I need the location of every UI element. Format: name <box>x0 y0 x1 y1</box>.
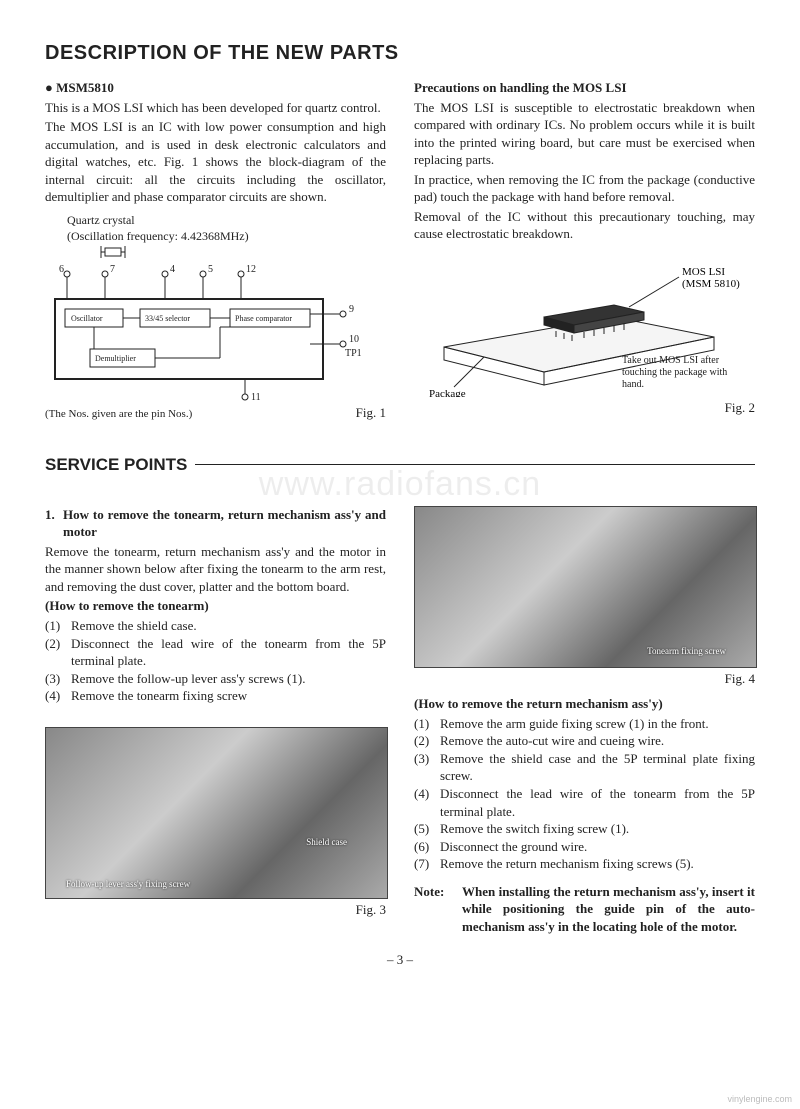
svg-text:5: 5 <box>208 264 213 275</box>
svg-text:(MSM 5810): (MSM 5810) <box>682 278 740 290</box>
svg-text:4: 4 <box>170 264 175 275</box>
fig2-diagram: MOS LSI (MSM 5810) Package Take out MOS … <box>414 257 755 417</box>
part-number: MSM5810 <box>56 80 114 95</box>
section-1: ● MSM5810 This is a MOS LSI which has be… <box>45 79 755 424</box>
steps1: (1)Remove the shield case. (2)Disconnect… <box>45 617 386 705</box>
svg-text:Oscillator: Oscillator <box>71 314 103 323</box>
svg-text:Demultiplier: Demultiplier <box>95 354 136 363</box>
fig3: Follow-up lever ass'y fixing screw Shiel… <box>45 727 386 919</box>
package-svg: MOS LSI (MSM 5810) Package Take out MOS … <box>414 257 744 397</box>
para-1: This is a MOS LSI which has been develop… <box>45 99 386 117</box>
fig3-label2: Shield case <box>306 836 347 848</box>
svg-text:6: 6 <box>59 264 64 275</box>
col-left: ● MSM5810 This is a MOS LSI which has be… <box>45 79 386 424</box>
fig1-caption: Fig. 1 <box>356 404 386 422</box>
svg-text:12: 12 <box>246 264 256 275</box>
section-2: 1. How to remove the tonearm, return mec… <box>45 506 755 936</box>
precautions-heading: Precautions on handling the MOS LSI <box>414 79 755 97</box>
fig4-label: Tonearm fixing screw <box>647 645 726 657</box>
service-rule: SERVICE POINTS <box>45 464 755 488</box>
fig3-label1: Follow-up lever ass'y fixing screw <box>66 878 190 890</box>
sec2-intro: Remove the tonearm, return mechanism ass… <box>45 543 386 596</box>
fig4-caption: Fig. 4 <box>414 670 755 688</box>
para-3: The MOS LSI is susceptible to electrosta… <box>414 99 755 169</box>
note-body: When installing the return mechanism ass… <box>462 883 755 936</box>
para-4: In practice, when removing the IC from t… <box>414 171 755 206</box>
steps2: (1)Remove the arm guide fixing screw (1)… <box>414 715 755 873</box>
fig4: Tonearm fixing screw Fig. 4 <box>414 506 755 688</box>
svg-text:10: 10 <box>349 334 359 345</box>
para-2: The MOS LSI is an IC with low power cons… <box>45 118 386 206</box>
col-right: Precautions on handling the MOS LSI The … <box>414 79 755 424</box>
para-5: Removal of the IC without this precautio… <box>414 208 755 243</box>
svg-text:9: 9 <box>349 304 354 315</box>
fig2-caption: Fig. 2 <box>414 399 755 417</box>
svg-text:Package: Package <box>429 388 466 397</box>
sec2-num: 1. <box>45 506 63 541</box>
note-block: Note: When installing the return mechani… <box>414 883 755 936</box>
quartz-label: Quartz crystal <box>67 212 386 228</box>
page-number: – 3 – <box>45 951 755 969</box>
svg-text:TP1: TP1 <box>345 348 362 359</box>
sec2-heading: How to remove the tonearm, return mechan… <box>63 506 386 541</box>
footer-watermark: vinylengine.com <box>727 1093 792 1105</box>
block-diagram-svg: 6 7 4 5 12 Oscillator 33/45 selector Pha… <box>45 244 375 404</box>
sec2-right: Tonearm fixing screw Fig. 4 (How to remo… <box>414 506 755 936</box>
sub1: (How to remove the tonearm) <box>45 597 386 615</box>
freq-label: (Oscillation frequency: 4.42368MHz) <box>67 228 386 244</box>
svg-text:11: 11 <box>251 392 261 403</box>
svg-text:MOS LSI: MOS LSI <box>682 266 725 278</box>
svg-text:Phase comparator: Phase comparator <box>235 314 292 323</box>
note-label: Note: <box>414 883 462 936</box>
svg-text:7: 7 <box>110 264 115 275</box>
fig3-caption: Fig. 3 <box>45 901 386 919</box>
page-title: DESCRIPTION OF THE NEW PARTS <box>45 40 755 67</box>
svg-text:33/45 selector: 33/45 selector <box>145 314 190 323</box>
service-title: SERVICE POINTS <box>45 454 195 477</box>
fig1-note: (The Nos. given are the pin Nos.) <box>45 407 192 422</box>
sub2: (How to remove the return mechanism ass'… <box>414 695 755 713</box>
bullet-icon: ● <box>45 80 53 95</box>
sec2-left: 1. How to remove the tonearm, return mec… <box>45 506 386 936</box>
fig1-diagram: Quartz crystal (Oscillation frequency: 4… <box>45 212 386 422</box>
